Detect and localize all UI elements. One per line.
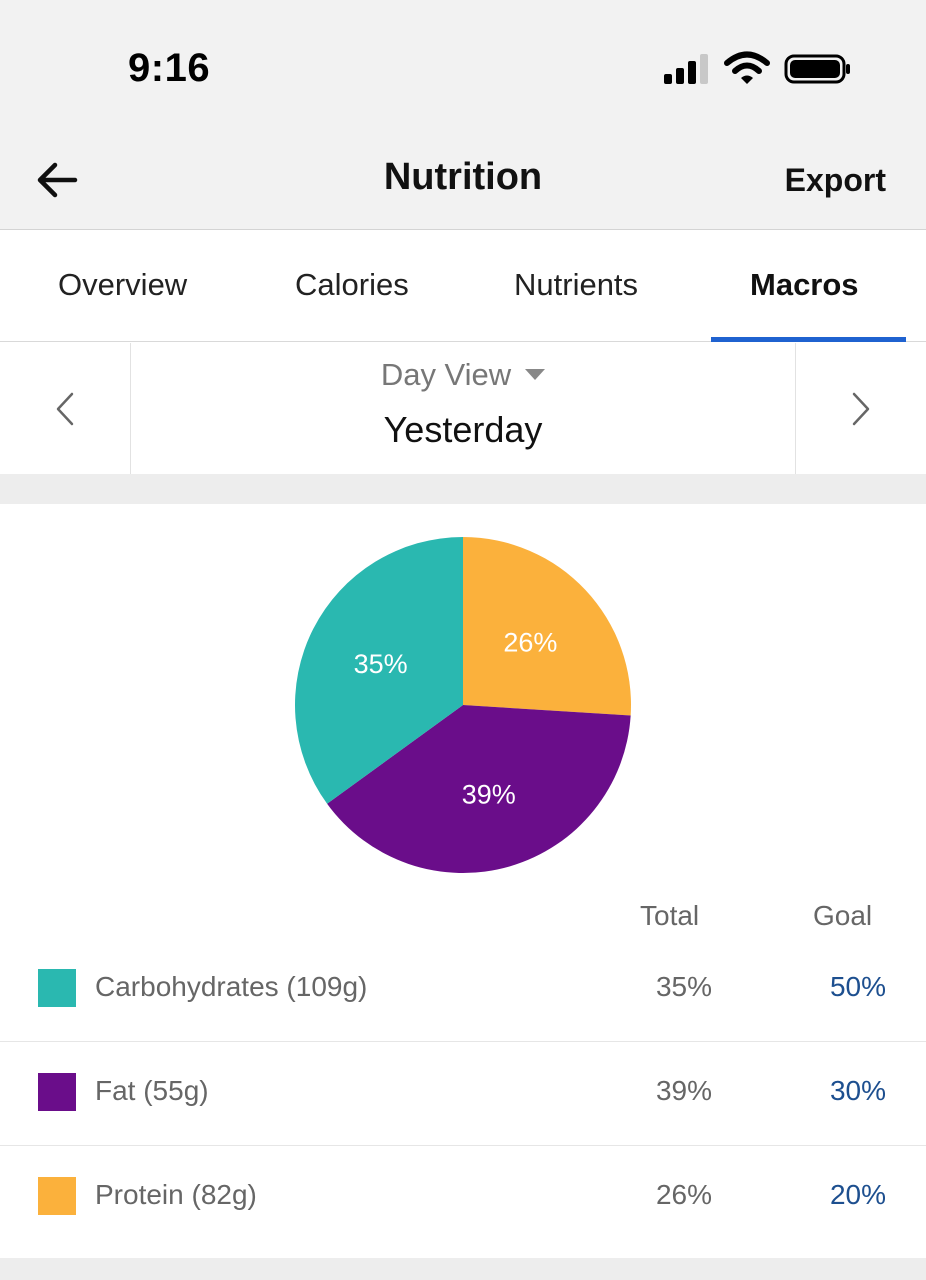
carbohydrates-color-swatch [38,969,76,1007]
macros-pie-chart: 26% 39% 35% [295,537,631,873]
battery-icon [784,54,850,84]
section-divider [0,474,926,504]
pie-slice [295,537,463,804]
fat-color-swatch [38,1073,76,1111]
macro-goal[interactable]: 50% [829,971,886,1002]
macros-table-header: Total Goal [0,894,926,944]
macro-name: Fat (55g) [95,1075,209,1106]
active-tab-indicator [711,337,906,342]
tab-nutrients[interactable]: Nutrients [514,267,639,302]
nav-header: Nutrition Export [0,130,926,230]
macro-goal[interactable]: 20% [829,1179,886,1210]
goal-column-header: Goal [813,900,873,931]
protein-color-swatch [38,1177,76,1215]
macro-goal[interactable]: 30% [829,1075,886,1106]
macro-total: 39% [655,1075,712,1106]
tab-bar: Overview Calories Nutrients Macros [0,231,926,342]
export-button[interactable]: Export [784,162,886,198]
pie-slice-label: 39% [462,780,516,810]
macro-row-protein: Protein (82g) 26% 20% [0,1146,926,1250]
selected-date: Yesterday [383,409,543,450]
tab-macros[interactable]: Macros [750,267,859,302]
date-navigator: Day View Yesterday [0,343,926,474]
macro-row-fat: Fat (55g) 39% 30% [0,1042,926,1146]
chevron-left-icon [56,392,74,425]
wifi-icon [724,51,770,84]
macro-name: Carbohydrates (109g) [95,971,368,1002]
page-title: Nutrition [383,156,543,198]
pie-slice-label: 26% [503,628,557,658]
date-selector: Day View Yesterday [131,343,795,474]
total-column-header: Total [640,900,700,931]
view-mode-dropdown[interactable]: Day View [131,357,795,393]
pie-slice-label: 35% [354,649,408,679]
pie-slice [327,705,631,873]
macros-chart: 26% 39% 35% [0,504,926,894]
macro-row-carbohydrates: Carbohydrates (109g) 35% 50% [0,938,926,1042]
back-button[interactable] [30,154,84,206]
macro-total: 26% [655,1179,712,1210]
bottom-divider [0,1258,926,1280]
macro-total: 35% [655,971,712,1002]
macro-name: Protein (82g) [95,1179,257,1210]
caret-down-icon [525,369,546,380]
tab-overview[interactable]: Overview [58,267,188,302]
chevron-right-icon [852,392,870,425]
next-day-button[interactable] [795,343,926,474]
previous-day-button[interactable] [0,343,131,474]
pie-slice [463,537,631,716]
status-time: 9:16 [128,46,211,90]
view-mode-label: Day View [380,357,512,392]
tab-calories[interactable]: Calories [295,267,409,302]
status-bar: 9:16 [0,0,926,130]
cellular-signal-icon [664,54,708,84]
back-arrow-icon [37,162,78,198]
